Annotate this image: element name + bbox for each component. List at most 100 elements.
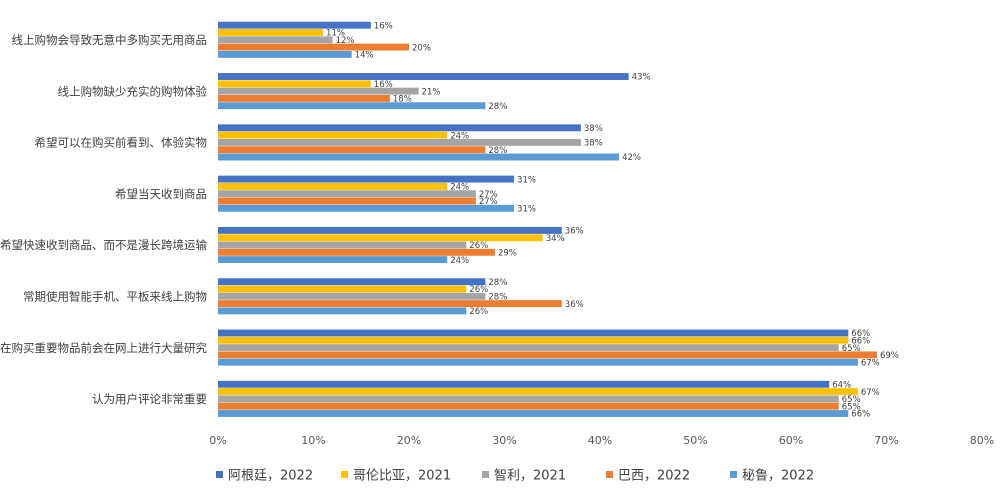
data-label: 21%	[422, 87, 441, 97]
bar	[218, 402, 839, 410]
data-label: 26%	[469, 285, 488, 295]
bar	[218, 278, 486, 286]
bar	[218, 73, 629, 80]
data-label: 16%	[374, 80, 393, 90]
data-label: 27%	[479, 197, 498, 207]
bar	[218, 50, 352, 58]
bar	[218, 241, 467, 249]
bar	[218, 80, 371, 88]
bar	[218, 204, 515, 212]
x-tick-label: 60%	[779, 434, 803, 447]
data-label: 16%	[374, 21, 393, 31]
bar	[218, 197, 476, 205]
bar	[218, 21, 371, 29]
legend-swatch	[216, 471, 223, 478]
data-label: 38%	[584, 139, 603, 149]
bar	[218, 190, 476, 198]
x-tick-label: 20%	[397, 434, 421, 447]
bar	[218, 380, 830, 388]
bar	[218, 358, 858, 366]
bar	[218, 153, 620, 161]
category-label: 常期使用智能手机、平板来线上购物	[23, 290, 207, 304]
legend: 阿根廷，2022 哥伦比亚，2021 智利，2021 巴西，2022 秘鲁，2022	[216, 469, 814, 484]
bar	[218, 410, 849, 417]
data-label: 36%	[565, 227, 584, 237]
data-label: 20%	[412, 43, 431, 53]
bar	[218, 285, 467, 293]
data-label: 31%	[517, 205, 536, 215]
x-tick-label: 40%	[588, 434, 612, 447]
data-label: 24%	[450, 183, 469, 193]
legend-swatch	[606, 471, 613, 478]
legend-swatch	[482, 471, 489, 478]
bar	[218, 388, 858, 396]
bar	[218, 138, 581, 146]
bar	[218, 248, 495, 256]
bar	[218, 36, 333, 44]
legend-label: 阿根廷，2022	[228, 469, 313, 484]
data-label: 12%	[336, 36, 355, 46]
data-label: 26%	[469, 241, 488, 251]
bar	[218, 300, 562, 308]
data-label: 42%	[622, 153, 641, 163]
bar	[218, 344, 839, 352]
x-tick-label: 70%	[874, 434, 898, 447]
data-label: 26%	[469, 307, 488, 317]
data-label: 66%	[851, 410, 870, 420]
data-label: 27%	[479, 190, 498, 200]
data-label: 43%	[632, 73, 651, 83]
data-labels: 16% 11%12% 20% 14% 43% 16% 21% 18% 28% 38% 24% 38% 2…	[326, 21, 899, 419]
bar	[218, 351, 877, 359]
bar	[218, 256, 448, 264]
data-label: 28%	[488, 146, 507, 156]
data-label: 28%	[488, 278, 507, 288]
data-label: 67%	[861, 358, 880, 368]
data-label: 64%	[832, 381, 851, 391]
legend-label: 哥伦比亚，2021	[353, 469, 451, 484]
data-label: 31%	[517, 175, 536, 185]
bar	[218, 226, 562, 234]
bar	[218, 336, 849, 344]
data-label: 67%	[861, 388, 880, 398]
data-label: 34%	[546, 234, 565, 244]
x-tick-label: 80%	[970, 434, 994, 447]
bar	[218, 307, 467, 315]
data-label: 65%	[842, 402, 861, 412]
data-label: 38%	[584, 124, 603, 134]
bar	[218, 124, 581, 132]
data-label: 65%	[842, 395, 861, 405]
category-labels: 线上购物会导致无意中多购买无用商品线上购物缺少充实的购物体验希望可以在购买前看到…	[0, 33, 207, 406]
category-label: 认为用户评论非常重要	[92, 392, 207, 406]
x-tick-label: 10%	[301, 434, 325, 447]
bar	[218, 94, 390, 102]
category-label: 希望快速收到商品、而不是漫长跨境运输	[0, 238, 207, 252]
data-label: 65%	[842, 344, 861, 354]
category-label: 在购买重要物品前会在网上进行大量研究	[0, 341, 207, 355]
category-label: 线上购物会导致无意中多购买无用商品	[12, 33, 208, 47]
data-label: 66%	[851, 337, 870, 347]
bar	[218, 234, 543, 242]
x-axis: 0% 10% 20% 30% 40% 50% 60% 70% 80%	[209, 434, 994, 447]
category-label: 希望当天收到商品	[115, 187, 207, 201]
legend-swatch	[730, 471, 737, 478]
data-label: 28%	[488, 102, 507, 112]
legend-label: 智利，2021	[494, 469, 566, 484]
data-label: 11%	[326, 29, 345, 39]
legend-label: 秘鲁，2022	[742, 469, 814, 484]
bar	[218, 182, 448, 190]
x-tick-label: 30%	[492, 434, 516, 447]
category-label: 希望可以在购买前看到、体验实物	[35, 136, 208, 150]
bar	[218, 329, 849, 337]
data-label: 24%	[450, 256, 469, 266]
data-label: 66%	[851, 329, 870, 339]
data-label: 36%	[565, 300, 584, 310]
bar	[218, 29, 324, 36]
category-label: 线上购物缺少充实的购物体验	[58, 84, 208, 98]
data-label: 29%	[498, 249, 517, 259]
x-tick-label: 0%	[209, 434, 226, 447]
x-tick-label: 50%	[683, 434, 707, 447]
data-label: 24%	[450, 131, 469, 141]
bar	[218, 102, 486, 110]
data-label: 28%	[488, 293, 507, 303]
